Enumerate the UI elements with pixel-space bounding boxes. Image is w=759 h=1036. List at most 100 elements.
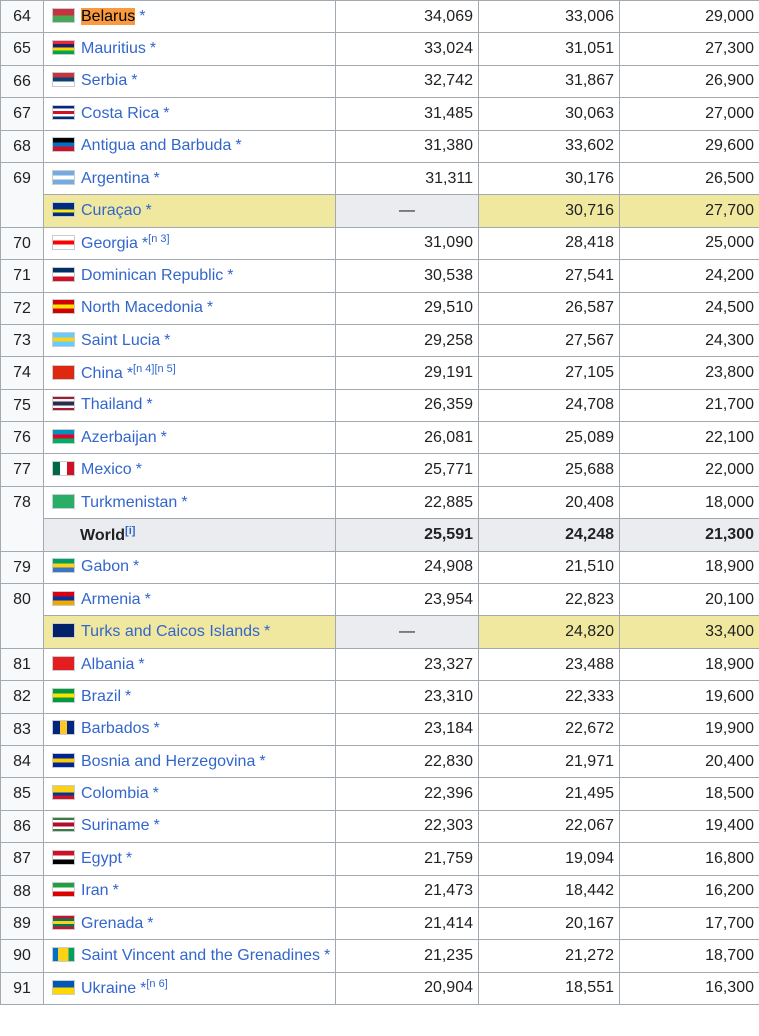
value-cell-1: 33,024 bbox=[335, 32, 479, 66]
country-link[interactable]: Serbia bbox=[81, 72, 128, 90]
value-cell-3: 18,000 bbox=[619, 485, 759, 520]
rank-cell: 89 bbox=[0, 906, 44, 941]
footnote-link[interactable]: [i] bbox=[125, 524, 136, 537]
star-link[interactable]: * bbox=[144, 590, 151, 608]
value-cell-2: 30,176 bbox=[478, 161, 620, 196]
country-link[interactable]: Georgia bbox=[81, 235, 138, 253]
country-link[interactable]: Bosnia and Herzegovina bbox=[81, 752, 256, 770]
star-link[interactable]: * bbox=[149, 40, 157, 58]
table-body: 64 Belarus * 34,069 33,006 29,000 65 Mauritius *… bbox=[0, 0, 759, 1006]
country-link[interactable]: Turks and Caicos Islands bbox=[81, 623, 261, 641]
country-link[interactable]: North Macedonia bbox=[81, 299, 203, 317]
star-link[interactable]: * bbox=[131, 72, 138, 90]
rank-cell: 87 bbox=[0, 842, 44, 876]
value-cell-2: 30,063 bbox=[478, 97, 620, 131]
country-link[interactable]: Suriname bbox=[81, 817, 150, 835]
star-link[interactable]: * bbox=[133, 558, 140, 576]
country-link[interactable]: Ukraine bbox=[81, 980, 137, 998]
star-link[interactable]: * bbox=[112, 882, 119, 900]
value-cell-2: 18,442 bbox=[478, 874, 620, 908]
country-link[interactable]: Colombia bbox=[81, 785, 149, 803]
country-link[interactable]: Armenia bbox=[81, 590, 141, 608]
star-link[interactable]: * bbox=[235, 137, 242, 155]
country-link[interactable]: Belarus bbox=[81, 7, 136, 25]
star-link[interactable]: * bbox=[164, 331, 171, 349]
star-link[interactable]: * bbox=[141, 235, 149, 253]
country-link[interactable]: Antigua and Barbuda bbox=[81, 137, 232, 155]
star-link[interactable]: * bbox=[125, 849, 133, 867]
star-link[interactable]: * bbox=[125, 687, 132, 705]
star-link[interactable]: * bbox=[135, 461, 142, 479]
value-cell-2: 33,006 bbox=[478, 0, 620, 34]
star-link[interactable]: * bbox=[145, 202, 152, 220]
flag-icon bbox=[52, 623, 75, 639]
footnote-link[interactable]: [n 4][n 5] bbox=[133, 362, 176, 375]
star-link[interactable]: * bbox=[264, 623, 271, 641]
star-link[interactable]: * bbox=[163, 104, 170, 122]
country-link[interactable]: Barbados bbox=[81, 720, 150, 738]
country-cell: Thailand * bbox=[43, 388, 336, 423]
country-link[interactable]: Saint Lucia bbox=[81, 331, 161, 349]
star-link[interactable]: * bbox=[206, 299, 214, 317]
star-link[interactable]: * bbox=[181, 493, 188, 511]
star-link[interactable]: * bbox=[227, 266, 234, 284]
country-link[interactable]: Saint Vincent and the Grenadines bbox=[81, 947, 320, 965]
flag-icon bbox=[52, 947, 75, 963]
value-cell-2: 27,567 bbox=[478, 323, 620, 358]
country-cell: Belarus * bbox=[43, 0, 336, 34]
country-link[interactable]: Gabon bbox=[81, 558, 130, 576]
footnote-link[interactable]: [n 3] bbox=[148, 233, 170, 246]
country-link[interactable]: Thailand bbox=[81, 396, 143, 414]
star-link[interactable]: * bbox=[153, 817, 160, 835]
star-link[interactable]: * bbox=[146, 396, 153, 414]
star-link[interactable]: * bbox=[138, 655, 145, 673]
table-row: 68 Antigua and Barbuda * 31,380 33,602 29,600 bbox=[0, 129, 759, 163]
star-link[interactable]: * bbox=[126, 364, 134, 382]
country-link[interactable]: China bbox=[81, 364, 123, 382]
country-link[interactable]: Mauritius bbox=[81, 40, 146, 58]
country-link[interactable]: Mexico bbox=[81, 461, 132, 479]
flag-icon bbox=[52, 785, 75, 801]
country-cell: Saint Vincent and the Grenadines * bbox=[43, 939, 336, 973]
flag-icon bbox=[52, 882, 75, 898]
country-link[interactable]: Dominican Republic bbox=[81, 266, 224, 284]
star-link[interactable]: * bbox=[160, 428, 167, 446]
country-link[interactable]: Azerbaijan bbox=[81, 428, 157, 446]
rank-cell: 67 bbox=[0, 97, 44, 131]
star-link[interactable]: * bbox=[152, 785, 159, 803]
star-link[interactable]: * bbox=[323, 947, 331, 965]
value-cell-2: 24,248 bbox=[478, 518, 620, 552]
rank-cell: 64 bbox=[0, 0, 44, 34]
footnote-link[interactable]: [n 6] bbox=[146, 978, 168, 991]
country-link[interactable]: Iran bbox=[81, 882, 109, 900]
table-row: 71 Dominican Republic * 30,538 27,541 24,200 bbox=[0, 259, 759, 293]
value-cell-2: 22,067 bbox=[478, 809, 620, 844]
flag-icon bbox=[52, 7, 75, 23]
country-link[interactable]: Turkmenistan bbox=[81, 493, 178, 511]
table-row: 70 Georgia *[n 3] 31,090 28,418 25,000 bbox=[0, 226, 759, 261]
star-link[interactable]: * bbox=[153, 169, 160, 187]
value-cell-1: 21,414 bbox=[335, 906, 479, 941]
value-cell-3: 19,400 bbox=[619, 809, 759, 844]
country-link[interactable]: Grenada bbox=[81, 914, 144, 932]
value-cell-1: 26,359 bbox=[335, 388, 479, 423]
star-link[interactable]: * bbox=[259, 752, 266, 770]
country-link[interactable]: Egypt bbox=[81, 849, 122, 867]
star-link[interactable]: * bbox=[139, 7, 146, 25]
country-link[interactable]: Brazil bbox=[81, 687, 122, 705]
country-link[interactable]: Costa Rica bbox=[81, 104, 160, 122]
country-link[interactable]: Argentina bbox=[81, 169, 150, 187]
value-cell-3: 27,000 bbox=[619, 97, 759, 131]
star-link[interactable]: * bbox=[153, 720, 160, 738]
country-link[interactable]: Curaçao bbox=[81, 202, 142, 220]
table-row: 64 Belarus * 34,069 33,006 29,000 bbox=[0, 0, 759, 34]
flag-icon bbox=[52, 396, 75, 412]
flag-icon bbox=[52, 137, 75, 153]
table-row: 76 Azerbaijan * 26,081 25,089 22,100 bbox=[0, 421, 759, 455]
star-link[interactable]: * bbox=[147, 914, 154, 932]
table-row: 69 Argentina * 31,311 30,176 26,500 bbox=[0, 161, 759, 228]
country-link[interactable]: Albania bbox=[81, 655, 135, 673]
star-link[interactable]: * bbox=[140, 980, 147, 998]
value-cell-3: 22,100 bbox=[619, 421, 759, 455]
value-cell-1: 34,069 bbox=[335, 0, 479, 34]
